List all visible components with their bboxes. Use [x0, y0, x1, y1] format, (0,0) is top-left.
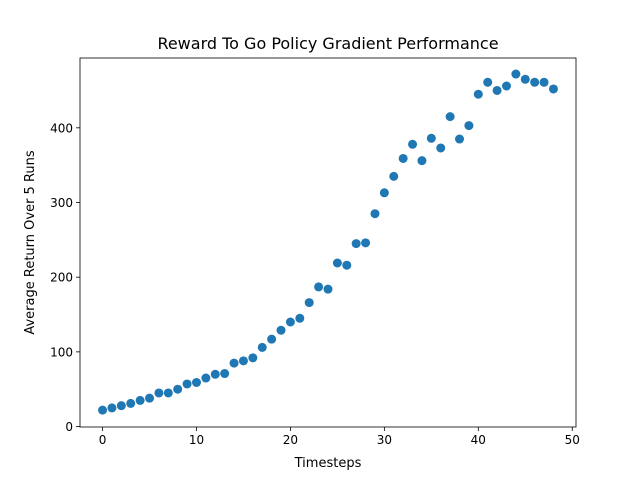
- data-point: [295, 313, 305, 323]
- x-tick-label: 10: [189, 433, 204, 447]
- chart-title: Reward To Go Policy Gradient Performance: [157, 34, 498, 53]
- data-point: [370, 209, 380, 219]
- y-axis-label: Average Return Over 5 Runs: [23, 150, 38, 335]
- data-point: [276, 325, 286, 335]
- data-point: [107, 403, 117, 413]
- data-point: [426, 133, 436, 143]
- x-axis-ticks: 0 10 20 30 40 50: [99, 427, 580, 447]
- x-tick-label: 50: [565, 433, 580, 447]
- data-point: [248, 353, 258, 363]
- data-point: [417, 156, 427, 166]
- data-point: [201, 373, 211, 383]
- data-point: [98, 405, 108, 415]
- y-tick-label: 400: [50, 121, 73, 135]
- data-point: [548, 84, 558, 94]
- data-point: [483, 77, 493, 87]
- data-point: [389, 171, 399, 181]
- x-tick-label: 30: [377, 433, 392, 447]
- data-point: [314, 282, 324, 292]
- y-tick-label: 200: [50, 271, 73, 285]
- data-point: [398, 153, 408, 163]
- y-tick-label: 0: [65, 420, 73, 434]
- data-point: [267, 334, 277, 344]
- data-point: [342, 260, 352, 270]
- data-point: [285, 317, 295, 327]
- data-point: [323, 284, 333, 294]
- data-point: [445, 112, 455, 122]
- data-point: [473, 89, 483, 99]
- data-point: [220, 369, 230, 379]
- data-point: [191, 377, 201, 387]
- x-axis-label: Timesteps: [294, 456, 362, 471]
- x-tick-label: 0: [99, 433, 107, 447]
- data-point: [145, 393, 155, 403]
- data-point: [539, 77, 549, 87]
- data-point: [332, 258, 342, 268]
- data-point: [126, 398, 136, 408]
- data-point: [520, 74, 530, 84]
- data-point: [379, 188, 389, 198]
- data-point: [229, 358, 239, 368]
- data-points: [98, 69, 558, 415]
- y-axis-ticks: 0 100 200 300 400: [50, 121, 80, 434]
- data-point: [361, 238, 371, 248]
- data-point: [530, 77, 540, 87]
- data-point: [116, 401, 126, 411]
- data-point: [455, 134, 465, 144]
- data-point: [511, 69, 521, 79]
- data-point: [492, 85, 502, 95]
- y-tick-label: 300: [50, 196, 73, 210]
- data-point: [408, 139, 418, 149]
- data-point: [351, 239, 361, 249]
- data-point: [257, 342, 267, 352]
- data-point: [182, 379, 192, 389]
- data-point: [135, 395, 145, 405]
- data-point: [464, 121, 474, 131]
- x-tick-label: 40: [471, 433, 486, 447]
- data-point: [163, 388, 173, 398]
- y-tick-label: 100: [50, 345, 73, 359]
- data-point: [238, 356, 248, 366]
- data-point: [304, 298, 314, 308]
- data-point: [210, 369, 220, 379]
- data-point: [436, 143, 446, 153]
- data-point: [154, 388, 164, 398]
- data-point: [501, 81, 511, 91]
- x-tick-label: 20: [283, 433, 298, 447]
- axes-frame: [79, 57, 577, 428]
- data-point: [173, 384, 183, 394]
